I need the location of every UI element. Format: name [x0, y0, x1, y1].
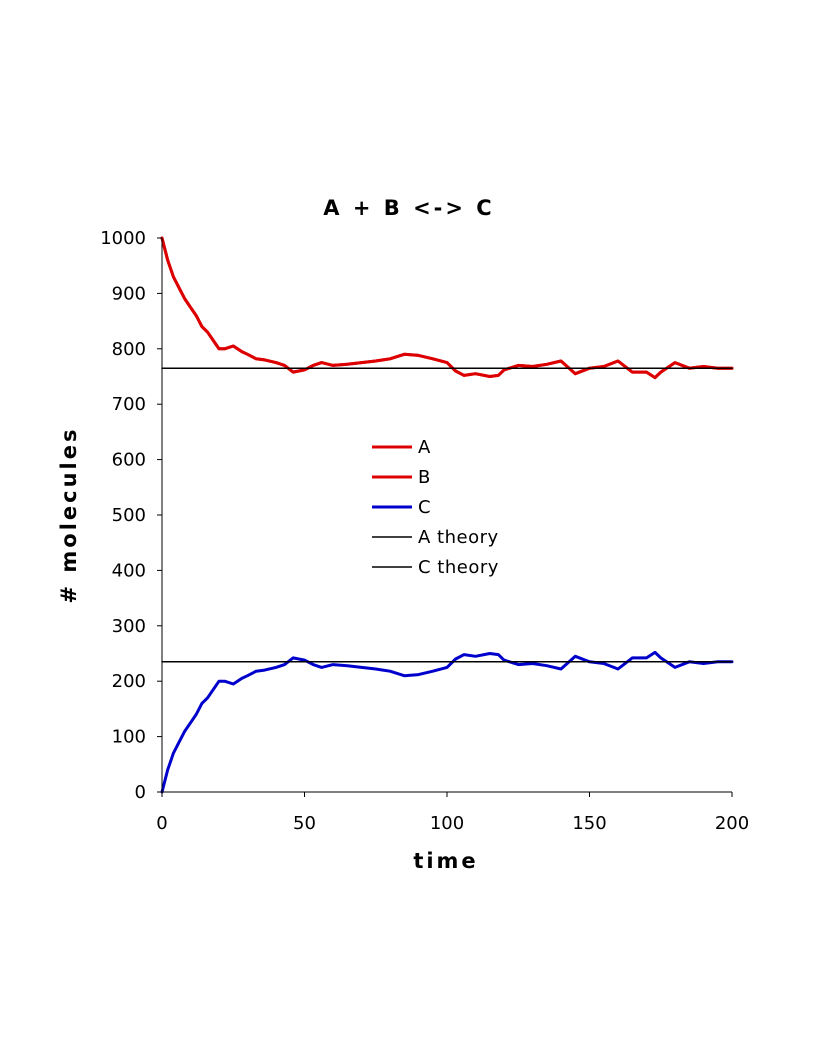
y-tick-label: 1000	[100, 228, 146, 249]
legend-label-b: B	[418, 467, 431, 488]
y-tick-label: 300	[112, 616, 146, 637]
y-tick-label: 0	[135, 782, 146, 803]
legend-label-a: A	[418, 437, 431, 458]
legend-label-c: C	[418, 497, 431, 518]
x-tick-label: 100	[430, 813, 464, 834]
legend: ABC A theory C theory	[372, 437, 499, 578]
y-tick-label: 400	[112, 560, 146, 581]
ticks-layer: 0 100 200 300 400 500 600 700 800 900 1000 0 50 100 15…	[100, 228, 749, 834]
x-tick-label: 200	[715, 813, 749, 834]
y-tick-label: 800	[112, 339, 146, 360]
y-tick-label: 600	[112, 450, 146, 471]
chart-title: A + B <-> C	[323, 196, 494, 220]
x-axis-title: time	[413, 849, 478, 873]
series-line-c	[160, 650, 734, 794]
y-axis-title: # molecules	[57, 427, 81, 604]
y-tick-label: 100	[112, 727, 146, 748]
y-tick-label: 700	[112, 394, 146, 415]
legend-label-c-theory: C theory	[418, 557, 499, 578]
legend-label-a-theory: A theory	[418, 527, 499, 548]
y-tick-label: 200	[112, 671, 146, 692]
y-tick-label: 500	[112, 505, 146, 526]
x-tick-label: 50	[293, 813, 316, 834]
series-line-a	[160, 236, 734, 380]
series-line-b	[160, 236, 734, 380]
x-tick-label: 150	[572, 813, 606, 834]
series-layer	[160, 236, 734, 794]
x-tick-label: 0	[156, 813, 167, 834]
y-tick-label: 900	[112, 283, 146, 304]
